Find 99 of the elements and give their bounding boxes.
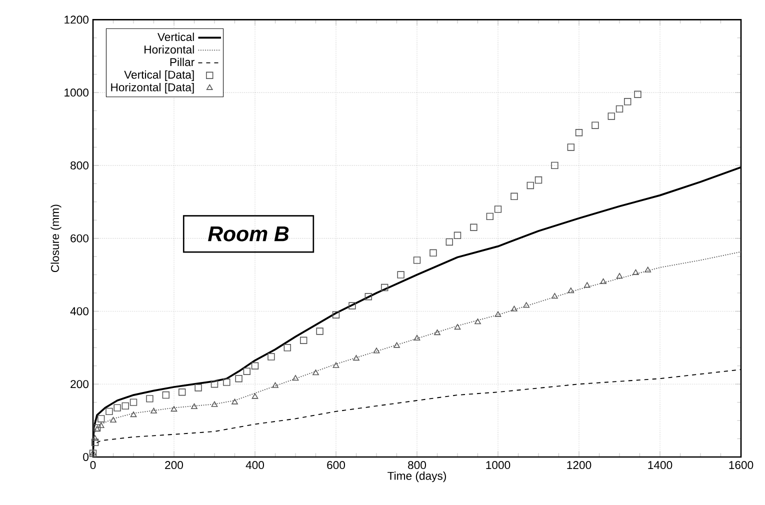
x-tick-label: 800 [408, 461, 426, 470]
point [494, 206, 502, 213]
x-axis-title: Time (days) [388, 472, 446, 482]
point [211, 401, 218, 407]
point [510, 192, 518, 200]
y-tick-label: 800 [70, 161, 89, 170]
x-tick-label: 400 [246, 461, 264, 470]
point [600, 278, 606, 284]
point [552, 293, 558, 299]
point [414, 334, 420, 341]
y-tick-label: 1200 [64, 16, 89, 24]
point [284, 344, 291, 352]
point [92, 435, 98, 441]
point [194, 384, 202, 392]
point [413, 256, 421, 264]
point [162, 391, 170, 399]
y-tick-label: 200 [70, 380, 89, 388]
point [454, 232, 462, 240]
point [130, 411, 137, 418]
point [634, 90, 642, 98]
point [98, 415, 105, 422]
y-tick-label: 600 [70, 234, 89, 242]
point [292, 375, 299, 381]
point [494, 311, 502, 317]
point [592, 122, 599, 129]
point [397, 271, 404, 278]
point [575, 129, 583, 136]
point [373, 348, 380, 354]
point [312, 370, 319, 376]
point [114, 404, 121, 412]
point [332, 311, 340, 318]
point [332, 362, 340, 368]
x-tick-label: 1200 [567, 461, 592, 470]
point [300, 336, 308, 344]
point [252, 393, 258, 399]
point [98, 422, 104, 428]
point [551, 162, 558, 170]
point [210, 380, 218, 388]
point [534, 176, 542, 184]
point [106, 408, 113, 416]
legend-label: Horizontal [Data] [111, 82, 194, 94]
point [632, 269, 639, 275]
point [381, 284, 388, 292]
point [251, 362, 259, 370]
point [486, 212, 494, 220]
point [624, 98, 632, 106]
point [430, 249, 437, 256]
point [474, 318, 481, 324]
annotation: Room B [208, 226, 289, 242]
point [91, 438, 99, 446]
point [268, 353, 275, 360]
x-tick-label: 200 [165, 461, 184, 470]
legend-label: Vertical [158, 32, 194, 41]
point [110, 416, 116, 423]
y-axis-title: Closure (mm) [50, 204, 62, 272]
y-tick-label: 1000 [64, 88, 89, 97]
legend-label: Vertical [Data] [124, 70, 194, 81]
point [434, 329, 440, 336]
point [178, 388, 186, 396]
y-tick-label: 0 [83, 452, 89, 461]
point [616, 272, 623, 279]
point [232, 398, 238, 404]
x-tick-label: 1000 [486, 461, 510, 470]
point [146, 395, 154, 402]
point [616, 105, 624, 113]
x-tick-label: 600 [327, 461, 346, 470]
point [243, 368, 250, 375]
point [93, 424, 101, 432]
point [470, 224, 478, 231]
point [567, 144, 574, 151]
point [170, 406, 178, 412]
point [316, 328, 324, 335]
point [272, 382, 278, 388]
point [526, 182, 534, 190]
point [235, 375, 242, 382]
point [644, 266, 652, 272]
point [353, 354, 360, 361]
x-tick-label: 0 [90, 461, 96, 470]
point [454, 324, 461, 330]
point [568, 288, 574, 294]
point [191, 403, 198, 410]
point [523, 302, 530, 308]
point [130, 398, 138, 406]
y-tick-label: 400 [70, 307, 89, 316]
point [122, 402, 129, 410]
point [446, 238, 453, 246]
legend-label: Horizontal [144, 45, 194, 54]
point [94, 426, 100, 432]
point [150, 408, 157, 414]
point [348, 302, 356, 310]
point [394, 342, 400, 348]
point [608, 112, 615, 120]
legend-label: Pillar [170, 58, 194, 66]
point [511, 306, 518, 312]
point [223, 378, 230, 386]
x-tick-label: 1600 [729, 461, 754, 470]
point [584, 282, 590, 288]
point [364, 293, 372, 300]
x-tick-label: 1400 [648, 461, 672, 470]
